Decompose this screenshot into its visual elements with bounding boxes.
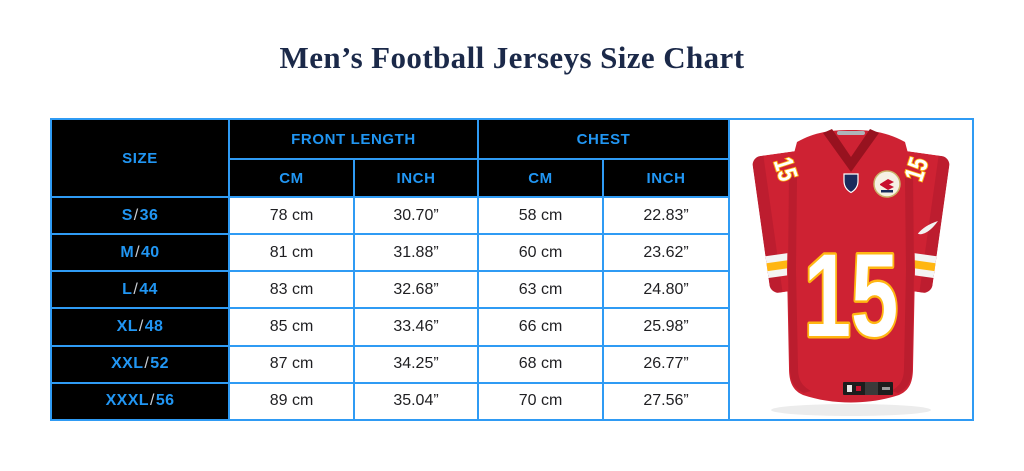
size-code: L — [122, 280, 133, 298]
jersey-photo: 15 15 15 — [751, 129, 951, 416]
size-slash: / — [133, 280, 139, 298]
chest-inch: 25.98” — [602, 307, 731, 347]
table-row: L/44 83 cm 32.68” 63 cm 24.80” — [50, 270, 731, 310]
front-length-cm: 89 cm — [228, 381, 355, 422]
size-code: S — [121, 206, 133, 224]
size-code: XXL — [111, 355, 144, 373]
team-patch-icon — [873, 170, 901, 198]
header-front-inch: INCH — [352, 158, 480, 198]
jersey-chest-number: 15 — [802, 227, 901, 363]
jersey-right-shade — [891, 176, 915, 393]
front-length-cm: 85 cm — [228, 307, 355, 347]
size-chart-container: SIZE FRONT LENGTH CHEST CM INCH CM INCH … — [50, 118, 975, 422]
header-front-length: FRONT LENGTH — [227, 118, 480, 160]
table-row: M/40 81 cm 31.88” 60 cm 23.62” — [50, 233, 731, 273]
front-length-cm: 83 cm — [228, 270, 355, 310]
size-number: 52 — [150, 355, 169, 373]
jersey-image-panel: 15 15 15 — [730, 118, 975, 421]
chest-inch: 24.80” — [602, 270, 731, 310]
size-slash: / — [135, 243, 140, 261]
chest-inch: 27.56” — [602, 381, 731, 422]
size-label: XL/48 — [50, 307, 230, 347]
page-title: Men’s Football Jerseys Size Chart — [279, 40, 745, 75]
front-length-inch: 30.70” — [352, 195, 480, 236]
size-code: M — [120, 243, 135, 261]
size-label: XXL/52 — [50, 344, 230, 384]
front-length-inch: 32.68” — [352, 270, 480, 310]
header-chest-cm: CM — [477, 158, 605, 198]
size-number: 56 — [155, 392, 175, 410]
front-length-inch: 35.04” — [352, 381, 480, 422]
header-chest: CHEST — [477, 118, 731, 160]
jersey-left-shade — [788, 176, 812, 393]
size-slash: / — [149, 392, 155, 410]
size-label: L/44 — [50, 270, 230, 310]
chest-cm: 58 cm — [477, 195, 605, 236]
nike-swoosh-icon — [917, 220, 938, 235]
chest-cm: 70 cm — [477, 381, 605, 422]
front-length-cm: 87 cm — [228, 344, 355, 384]
header-group-row: SIZE FRONT LENGTH CHEST — [50, 118, 731, 198]
chest-inch: 23.62” — [602, 233, 731, 273]
header-unit-row: CM INCH CM INCH — [51, 158, 731, 198]
size-slash: / — [144, 355, 150, 373]
jersey-hem-tag — [843, 382, 894, 395]
size-slash: / — [138, 318, 144, 336]
header-front-cm: CM — [228, 158, 355, 198]
size-number: 44 — [139, 280, 158, 298]
size-number: 40 — [140, 243, 160, 261]
size-code: XL — [116, 318, 138, 336]
table-row: XXL/52 87 cm 34.25” 68 cm 26.77” — [50, 344, 731, 384]
jersey-collar-v — [823, 129, 880, 172]
front-length-cm: 78 cm — [228, 195, 355, 236]
chest-cm: 60 cm — [477, 233, 605, 273]
jersey-torso — [787, 130, 916, 403]
chest-cm: 63 cm — [477, 270, 605, 310]
chest-inch: 26.77” — [602, 344, 731, 384]
size-label: M/40 — [50, 233, 230, 273]
front-length-cm: 81 cm — [228, 233, 355, 273]
table-row: XXXL/56 89 cm 35.04” 70 cm 27.56” — [50, 381, 731, 422]
chest-cm: 68 cm — [477, 344, 605, 384]
size-number: 36 — [139, 206, 159, 224]
size-label: S/36 — [50, 195, 230, 236]
size-table: SIZE FRONT LENGTH CHEST CM INCH CM INCH … — [50, 118, 731, 422]
header-size: SIZE — [50, 118, 230, 198]
size-number: 48 — [144, 318, 164, 336]
front-length-inch: 33.46” — [352, 307, 480, 347]
jersey-shadow — [771, 404, 932, 416]
svg-text:15: 15 — [804, 229, 898, 361]
size-label: XXXL/56 — [50, 381, 230, 422]
front-length-inch: 31.88” — [352, 233, 480, 273]
chest-inch: 22.83” — [602, 195, 731, 236]
table-row: XL/48 85 cm 33.46” 66 cm 25.98” — [50, 307, 731, 347]
header-chest-inch: INCH — [602, 158, 731, 198]
nfl-shield-icon — [843, 173, 859, 194]
table-row: S/36 78 cm 30.70” 58 cm 22.83” — [50, 195, 731, 236]
front-length-inch: 34.25” — [352, 344, 480, 384]
size-slash: / — [133, 206, 139, 224]
jersey-collar-back-strip — [837, 131, 866, 135]
chest-cm: 66 cm — [477, 307, 605, 347]
size-code: XXXL — [105, 392, 149, 410]
